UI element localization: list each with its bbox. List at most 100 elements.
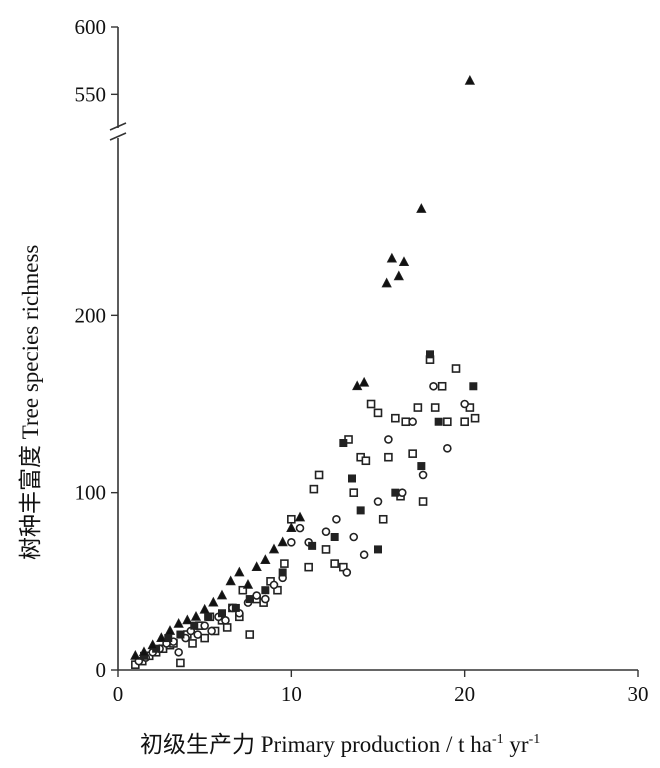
data-point-open-square: [222, 623, 232, 632]
data-point-open-square: [470, 413, 480, 423]
data-point-open-circle: [429, 381, 438, 391]
x-tick-label: 30: [628, 682, 649, 706]
x-axis-unit-exp-2: -1: [529, 732, 541, 747]
data-point-open-square: [373, 408, 383, 418]
data-point-filled-square: [176, 630, 185, 639]
data-point-filled-square: [330, 533, 339, 541]
data-point-open-square: [443, 417, 452, 427]
x-axis-unit-yr: yr: [504, 732, 529, 757]
data-point-filled-triangle: [190, 610, 202, 621]
y-tick-label: 0: [96, 658, 107, 682]
data-point-filled-triangle: [225, 575, 236, 586]
data-point-filled-triangle: [130, 649, 141, 660]
data-point-open-circle: [269, 580, 279, 590]
data-point-open-circle: [261, 594, 270, 604]
x-tick-label: 20: [454, 682, 475, 706]
data-point-filled-square: [278, 568, 287, 577]
data-point-filled-triangle: [393, 270, 404, 281]
data-point-open-square: [245, 630, 255, 639]
data-point-open-circle: [321, 527, 331, 536]
x-tick-label: 10: [281, 682, 302, 706]
data-point-open-square: [287, 514, 296, 524]
data-point-filled-square: [218, 609, 226, 618]
data-point-open-square: [304, 562, 313, 572]
data-point-filled-triangle: [352, 380, 363, 391]
data-point-open-square: [188, 639, 197, 648]
data-point-open-circle: [384, 435, 393, 444]
data-point-filled-square: [339, 439, 348, 448]
data-point-open-square: [451, 364, 461, 373]
data-point-open-circle: [193, 630, 203, 639]
data-point-open-square: [413, 403, 423, 412]
data-point-filled-triangle: [398, 256, 410, 267]
data-point-filled-triangle: [277, 536, 288, 547]
data-point-open-square: [437, 381, 447, 391]
data-point-open-square: [314, 470, 324, 480]
data-point-filled-triangle: [164, 625, 176, 635]
x-tick-label: 0: [113, 682, 124, 706]
data-point-filled-triangle: [286, 522, 297, 533]
data-point-filled-triangle: [216, 589, 228, 600]
data-point-open-circle: [443, 444, 452, 453]
data-point-open-square: [200, 633, 209, 643]
data-point-filled-triangle: [138, 646, 150, 657]
data-point-open-circle: [460, 399, 469, 409]
data-point-filled-square: [308, 541, 317, 550]
data-point-filled-triangle: [182, 614, 193, 625]
data-point-open-square: [366, 399, 376, 409]
x-axis-title: 初级生产力 Primary production / t ha-1 yr-1: [140, 732, 540, 757]
x-axis-unit-exp-1: -1: [492, 732, 504, 747]
data-point-filled-square: [391, 488, 400, 497]
data-point-filled-triangle: [147, 639, 158, 650]
data-point-filled-triangle: [242, 579, 254, 589]
data-point-open-square: [321, 545, 331, 554]
data-point-open-circle: [287, 538, 296, 547]
data-point-open-circle: [349, 532, 359, 542]
data-point-filled-triangle: [156, 632, 167, 642]
data-point-open-square: [176, 658, 185, 668]
data-point-open-square: [330, 559, 339, 568]
data-point-filled-square: [245, 595, 254, 604]
data-point-filled-triangle: [464, 75, 476, 85]
data-point-open-square: [391, 413, 400, 423]
data-point-filled-square: [469, 382, 478, 391]
data-point-open-square: [238, 585, 248, 595]
data-point-open-square: [361, 456, 371, 466]
y-tick-label: 200: [75, 303, 107, 327]
data-point-filled-triangle: [260, 554, 271, 564]
data-point-filled-triangle: [294, 511, 306, 522]
y-tick-label: 550: [75, 82, 107, 106]
data-point-open-square: [460, 417, 469, 427]
data-point-filled-triangle: [251, 561, 262, 572]
data-point-open-square: [384, 452, 393, 462]
data-point-open-circle: [408, 417, 417, 427]
data-point-filled-triangle: [416, 203, 427, 213]
data-point-open-square: [418, 497, 428, 506]
data-point-filled-square: [417, 462, 426, 471]
data-point-open-circle: [207, 626, 216, 636]
data-point-filled-square: [426, 350, 434, 359]
data-point-open-circle: [221, 616, 230, 625]
data-point-filled-square: [190, 621, 199, 630]
data-point-filled-square: [348, 474, 356, 483]
data-point-filled-triangle: [208, 596, 219, 607]
data-point-filled-square: [231, 603, 240, 612]
data-point-open-circle: [332, 514, 341, 524]
data-point-filled-triangle: [381, 277, 392, 288]
data-point-filled-square: [374, 545, 382, 554]
data-point-open-circle: [418, 470, 428, 480]
data-points: [130, 75, 480, 669]
y-axis-break-marker: [109, 122, 127, 141]
data-point-filled-triangle: [358, 376, 370, 387]
data-point-open-circle: [342, 568, 352, 577]
data-point-filled-square: [204, 612, 213, 621]
data-point-filled-square: [356, 506, 365, 515]
data-point-open-circle: [373, 497, 383, 506]
y-axis-title: 树种丰富度 Tree species richness: [18, 245, 43, 560]
data-point-open-square: [378, 514, 388, 524]
y-tick-label: 100: [75, 481, 107, 505]
data-point-open-square: [349, 488, 359, 497]
data-point-open-circle: [252, 591, 261, 600]
data-point-open-circle: [397, 488, 407, 497]
